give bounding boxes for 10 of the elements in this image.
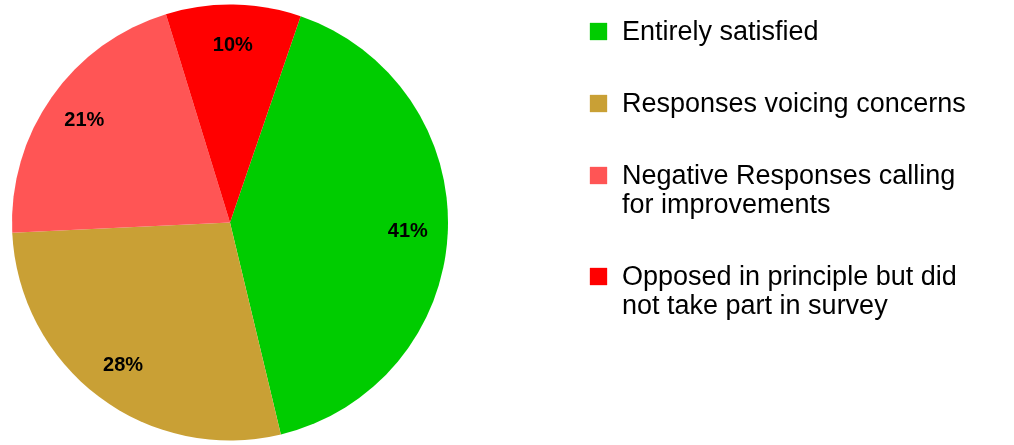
data-label: 41% [387, 218, 429, 241]
pie-slice [165, 4, 301, 223]
legend-label: Responses voicing concerns [622, 87, 966, 118]
data-label: 21% [64, 108, 105, 131]
data-label: 10% [212, 32, 254, 55]
data-label: 28% [103, 352, 144, 375]
legend-label: Opposed in principle but did not take part in survey [622, 260, 957, 320]
legend-label: Entirely satisfied [622, 15, 819, 46]
legend-label: Negative Responses calling for improvements [622, 159, 956, 219]
pie-slice [12, 222, 281, 441]
